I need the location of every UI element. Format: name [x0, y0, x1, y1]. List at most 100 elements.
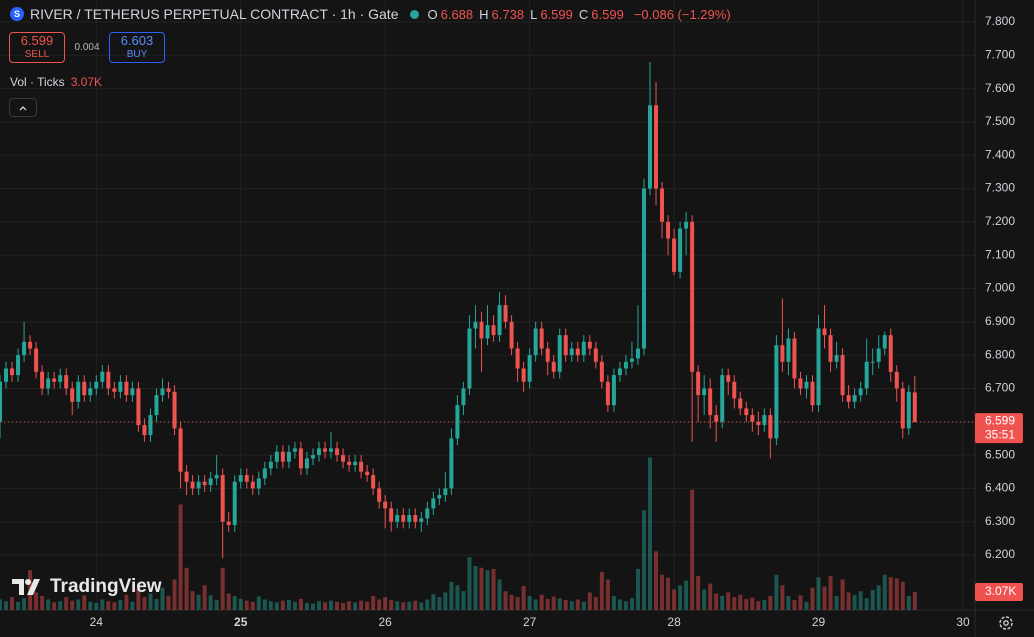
ohlc-label: O [427, 6, 438, 22]
candle-body [160, 388, 165, 396]
volume-bar [136, 588, 141, 610]
candle-body [112, 388, 117, 392]
volume-bar [816, 577, 821, 610]
volume-bar [371, 595, 376, 610]
candle-body [28, 341, 33, 349]
volume-bar [666, 577, 671, 610]
volume-bar [292, 601, 297, 610]
candle-body [569, 348, 574, 356]
symbol-title: RIVER / TETHERUS PERPETUAL CONTRACT · 1h… [30, 6, 399, 22]
volume-bar [870, 590, 875, 610]
candle-body [419, 518, 424, 522]
candle-body [798, 378, 803, 389]
buy-label: BUY [126, 48, 148, 60]
candle-body [485, 325, 490, 339]
candle-body [154, 395, 159, 416]
volume-bar [148, 593, 153, 610]
candle-body [684, 221, 689, 229]
volume-bar [449, 581, 454, 610]
candle-body [858, 388, 863, 396]
volume-bar [323, 602, 327, 610]
candle-body [82, 381, 87, 396]
candle-body [876, 348, 881, 362]
volume-bar [425, 599, 430, 610]
last-price-tag [975, 413, 1023, 444]
volume-bar [726, 592, 731, 610]
y-tick-label: 6.500 [985, 447, 1015, 461]
collapse-button[interactable] [9, 98, 37, 117]
volume-bar [479, 567, 484, 610]
volume-bar [509, 594, 514, 610]
buy-button[interactable]: 6.603 BUY [109, 32, 165, 63]
candle-body [750, 415, 755, 422]
y-tick-label: 6.900 [985, 314, 1015, 328]
volume-bar [34, 592, 39, 610]
candle-body [214, 475, 219, 479]
candle-body [900, 388, 905, 429]
volume-bar [822, 586, 827, 610]
y-tick-label: 7.400 [985, 147, 1015, 161]
sell-button[interactable]: 6.599 SELL [9, 32, 65, 63]
volume-bar [840, 579, 845, 610]
ohlc-high: H 6.738 [479, 7, 524, 22]
candle-body [184, 471, 189, 482]
candle-body [744, 408, 749, 416]
sell-label: SELL [24, 48, 50, 60]
candle-body [497, 305, 502, 336]
candle-body [696, 371, 701, 396]
settings-button[interactable] [999, 616, 1013, 630]
volume-bar [906, 595, 911, 610]
volume-bar [846, 592, 851, 610]
candle-body [226, 521, 231, 526]
volume-bar [635, 568, 640, 610]
candle-body [852, 395, 857, 402]
volume-bar [473, 566, 478, 610]
volume-bar [413, 600, 418, 610]
candle-body [359, 461, 364, 472]
volume-bar [160, 587, 165, 610]
candle-body [605, 381, 610, 406]
candle-body [515, 348, 520, 369]
volume-bar [491, 568, 496, 610]
volume-bar [497, 579, 502, 610]
candle-body [611, 375, 616, 406]
volume-bar [684, 580, 689, 610]
candle-body [40, 371, 45, 389]
volume-bar [780, 585, 785, 610]
volume-bar [539, 594, 544, 610]
volume-bar [88, 601, 93, 610]
volume-bar [461, 591, 466, 610]
y-tick-label: 7.800 [985, 14, 1015, 28]
candle-body [527, 355, 532, 382]
candle-body [238, 475, 243, 482]
ohlc-label: C [578, 6, 589, 22]
candle-body [792, 338, 797, 379]
volume-bar [756, 601, 761, 610]
y-tick-label: 7.700 [985, 47, 1015, 61]
ohlc-value: 6.688 [440, 6, 474, 22]
candle-body [58, 375, 63, 382]
volume-bar [714, 593, 719, 610]
volume-bar [274, 602, 279, 610]
candle-body [449, 438, 454, 489]
candle-body [401, 515, 406, 522]
candle-body [413, 515, 418, 522]
volume-bar [341, 602, 346, 610]
candle-body [365, 471, 370, 476]
candle-body [774, 345, 779, 439]
volume-bar [900, 581, 905, 610]
volume-bar [545, 598, 550, 610]
candle-body [864, 361, 869, 389]
candle-body [503, 305, 508, 322]
volume-bar [16, 601, 21, 610]
candle-body [690, 221, 695, 372]
candle-body [473, 321, 478, 329]
candle-body [208, 478, 213, 486]
volume-bar [563, 600, 568, 610]
volume-bar [894, 578, 899, 610]
ohlc-label: L [530, 6, 538, 22]
volume-bar [353, 602, 358, 610]
header: S RIVER / TETHERUS PERPETUAL CONTRACT · … [10, 6, 731, 22]
volume-bar [443, 592, 448, 610]
